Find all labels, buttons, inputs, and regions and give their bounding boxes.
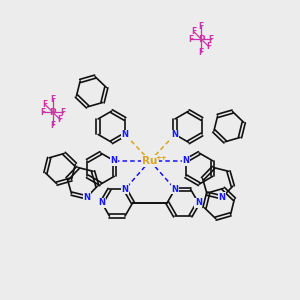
- Text: F: F: [50, 121, 56, 130]
- Text: ++: ++: [155, 155, 167, 161]
- Text: F: F: [50, 95, 56, 104]
- Text: N: N: [122, 130, 128, 139]
- Text: N: N: [172, 185, 178, 194]
- Text: F: F: [58, 115, 63, 124]
- Text: N: N: [195, 198, 202, 207]
- Text: F: F: [40, 108, 45, 117]
- Text: N: N: [122, 185, 128, 194]
- Text: F: F: [209, 35, 214, 44]
- Text: P: P: [50, 108, 56, 117]
- Text: N: N: [98, 198, 105, 207]
- Text: P: P: [198, 35, 205, 44]
- Text: N: N: [83, 193, 90, 202]
- Text: N: N: [111, 156, 118, 165]
- Text: F: F: [60, 108, 65, 117]
- Text: F: F: [206, 42, 212, 51]
- Text: F: F: [191, 27, 196, 36]
- Text: F: F: [199, 22, 204, 31]
- Text: F: F: [189, 35, 194, 44]
- Text: F: F: [199, 48, 204, 57]
- Text: F: F: [43, 100, 48, 109]
- Text: N: N: [218, 193, 226, 202]
- Text: Ru: Ru: [142, 156, 158, 166]
- Text: N: N: [172, 130, 178, 139]
- Text: N: N: [182, 156, 189, 165]
